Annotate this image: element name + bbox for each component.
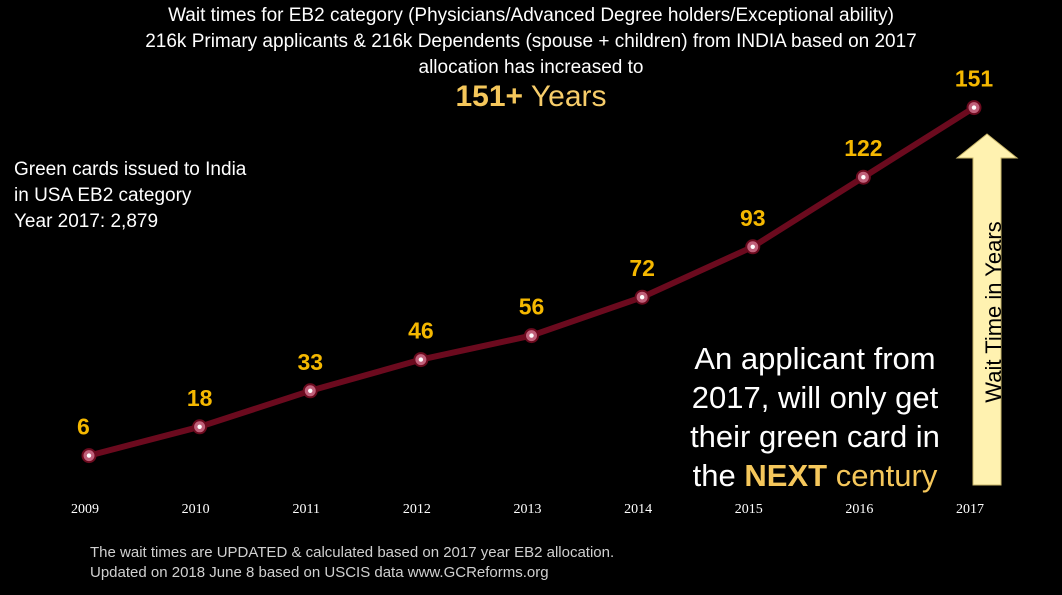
y-axis-label: Wait Time in Years (981, 221, 1006, 402)
x-tick-2014: 2014 (624, 502, 652, 517)
data-point-2015 (745, 239, 761, 255)
footer-line-1: The wait times are UPDATED & calculated … (90, 544, 615, 561)
headline: 151+ Years (0, 80, 1062, 114)
up-arrow-icon (955, 133, 1019, 486)
x-tick-2016: 2016 (845, 502, 873, 517)
data-label-2017: 151 (955, 66, 994, 92)
side-note-line-2: in USA EB2 category (14, 185, 192, 206)
title-line-1: Wait times for EB2 category (Physicians/… (168, 5, 894, 26)
data-label-2011: 33 (297, 349, 323, 375)
series-layer (81, 100, 982, 464)
x-tick-2011: 2011 (293, 502, 320, 517)
callout-century: century (835, 458, 938, 493)
x-tick-2009: 2009 (71, 502, 99, 517)
callout-line-3: their green card in (690, 419, 940, 454)
data-point-2017 (966, 100, 982, 116)
x-axis-ticks: 2009 2010 2011 2012 2013 2014 2015 2016 2017 (71, 502, 984, 517)
x-tick-2017: 2017 (956, 502, 984, 517)
data-label-2013: 56 (519, 294, 545, 320)
title-line-3: allocation has increased to (418, 57, 644, 78)
callout-the: the (692, 458, 736, 493)
data-point-2009 (81, 448, 97, 464)
footer: The wait times are UPDATED & calculated … (90, 543, 614, 583)
data-label-2014: 72 (629, 255, 655, 281)
side-note-line-3: Year 2017: 2,879 (14, 211, 159, 232)
title-line-2: 216k Primary applicants & 216k Dependent… (145, 31, 917, 52)
data-label-2009: 6 (77, 414, 90, 440)
data-label-2010: 18 (187, 385, 213, 411)
headline-unit: Years (530, 80, 607, 113)
labels-layer: 6 18 33 46 56 72 93 122 151 (77, 66, 993, 440)
callout: An applicant from 2017, will only get th… (660, 339, 970, 495)
data-point-2013 (524, 328, 539, 344)
data-label-2015: 93 (740, 205, 766, 231)
data-label-2016: 122 (844, 135, 882, 161)
callout-line-1: An applicant from (694, 341, 936, 376)
data-point-2012 (413, 352, 429, 368)
x-tick-2012: 2012 (403, 502, 431, 517)
data-label-2012: 46 (408, 318, 434, 344)
side-note: Green cards issued to India in USA EB2 c… (14, 157, 246, 235)
footer-line-2: Updated on 2018 June 8 based on USCIS da… (90, 564, 549, 581)
y-axis-arrow: Wait Time in Years (955, 133, 1019, 486)
data-point-2010 (192, 419, 208, 435)
headline-number: 151+ (455, 80, 524, 113)
x-tick-2015: 2015 (735, 502, 763, 517)
callout-line-2: 2017, will only get (691, 380, 939, 415)
x-tick-2010: 2010 (182, 502, 210, 517)
data-point-2011 (302, 383, 318, 399)
callout-next: NEXT (744, 458, 828, 493)
data-point-2016 (855, 169, 871, 185)
callout-line-4: the NEXT century (660, 456, 970, 495)
side-note-line-1: Green cards issued to India (14, 159, 247, 180)
data-point-2014 (634, 289, 650, 305)
x-tick-2013: 2013 (514, 502, 542, 517)
